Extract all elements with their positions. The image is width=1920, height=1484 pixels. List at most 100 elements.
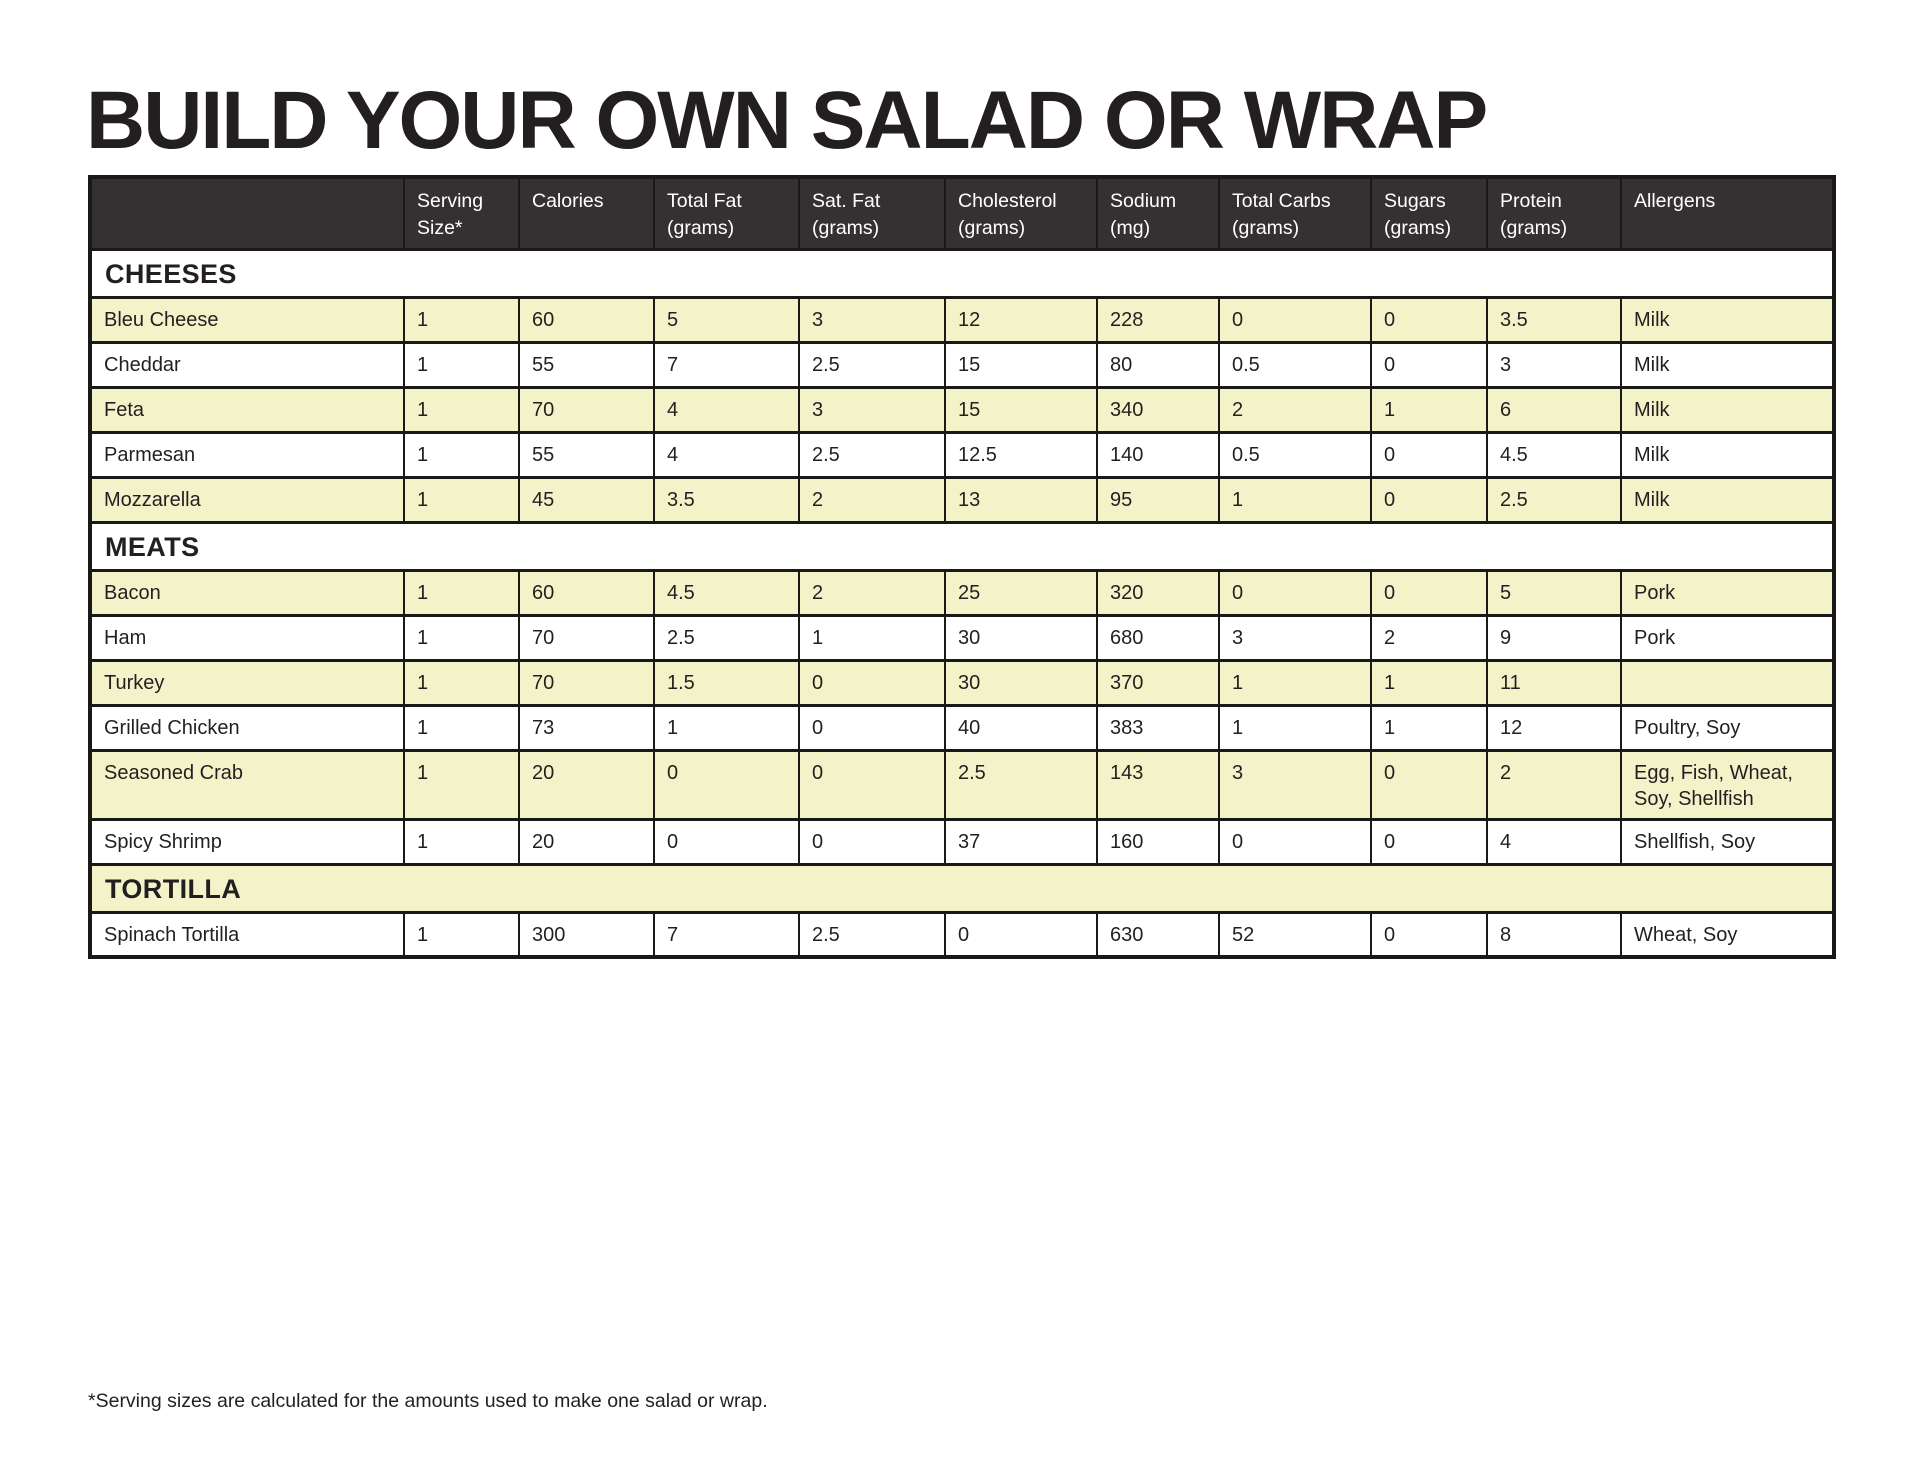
- cell-cholesterol: 0: [944, 910, 1098, 959]
- cell-sodium: 95: [1096, 475, 1220, 524]
- cell-serving: 1: [403, 658, 520, 707]
- cell-cholesterol: 13: [944, 475, 1098, 524]
- item-name-cell: Spicy Shrimp: [89, 817, 405, 866]
- section-row: TORTILLA: [89, 862, 1835, 914]
- cell-protein: 3.5: [1486, 295, 1622, 344]
- cell-sat-fat: 2.5: [798, 910, 946, 959]
- cell-serving: 1: [403, 910, 520, 959]
- cell-total-fat: 1.5: [653, 658, 800, 707]
- cell-serving: 1: [403, 430, 520, 479]
- cell-sugars: 0: [1370, 340, 1488, 389]
- item-name-cell: Mozzarella: [89, 475, 405, 524]
- cell-sodium: 140: [1096, 430, 1220, 479]
- cell-protein: 4.5: [1486, 430, 1622, 479]
- cell-total-fat: 7: [653, 340, 800, 389]
- cell-cholesterol: 12.5: [944, 430, 1098, 479]
- cell-sugars: 0: [1370, 817, 1488, 866]
- column-header-item: [89, 175, 405, 251]
- cell-sat-fat: 0: [798, 658, 946, 707]
- table-row: Spinach Tortilla 1 300 7 2.5 0 630 52 0 8 Wheat, S…: [89, 910, 1835, 959]
- item-name-cell: Bacon: [89, 568, 405, 617]
- cell-sat-fat: 0: [798, 817, 946, 866]
- section-row: MEATS: [89, 520, 1835, 572]
- cell-allergens: Pork: [1620, 613, 1835, 662]
- cell-sugars: 1: [1370, 385, 1488, 434]
- cell-sat-fat: 2.5: [798, 340, 946, 389]
- cell-cholesterol: 15: [944, 385, 1098, 434]
- cell-calories: 60: [518, 568, 655, 617]
- cell-sodium: 143: [1096, 748, 1220, 821]
- cell-allergens: Shellfish, Soy: [1620, 817, 1835, 866]
- cell-calories: 70: [518, 613, 655, 662]
- table-row: Cheddar 1 55 7 2.5 15 80 0.5 0 3 Milk: [89, 340, 1835, 389]
- cell-sodium: 228: [1096, 295, 1220, 344]
- cell-cholesterol: 40: [944, 703, 1098, 752]
- cell-total-carbs: 3: [1218, 748, 1372, 821]
- item-name-cell: Feta: [89, 385, 405, 434]
- item-name-cell: Bleu Cheese: [89, 295, 405, 344]
- table-row: Grilled Chicken 1 73 1 0 40 383 1 1 12 Poultry, So…: [89, 703, 1835, 752]
- cell-sodium: 340: [1096, 385, 1220, 434]
- cell-total-carbs: 0.5: [1218, 430, 1372, 479]
- item-name-cell: Cheddar: [89, 340, 405, 389]
- table-row: Bleu Cheese 1 60 5 3 12 228 0 0 3.5 Milk: [89, 295, 1835, 344]
- cell-sugars: 0: [1370, 568, 1488, 617]
- cell-serving: 1: [403, 340, 520, 389]
- cell-calories: 45: [518, 475, 655, 524]
- cell-serving: 1: [403, 295, 520, 344]
- column-header-protein: Protein (grams): [1486, 175, 1622, 251]
- cell-protein: 2.5: [1486, 475, 1622, 524]
- cell-cholesterol: 2.5: [944, 748, 1098, 821]
- item-name-cell: Spinach Tortilla: [89, 910, 405, 959]
- cell-calories: 70: [518, 385, 655, 434]
- cell-calories: 55: [518, 430, 655, 479]
- cell-allergens: Milk: [1620, 340, 1835, 389]
- cell-sat-fat: 0: [798, 703, 946, 752]
- item-name-cell: Turkey: [89, 658, 405, 707]
- cell-protein: 5: [1486, 568, 1622, 617]
- item-name-cell: Ham: [89, 613, 405, 662]
- cell-total-fat: 5: [653, 295, 800, 344]
- cell-cholesterol: 25: [944, 568, 1098, 617]
- table-row: Parmesan 1 55 4 2.5 12.5 140 0.5 0 4.5 Milk: [89, 430, 1835, 479]
- table-row: Turkey 1 70 1.5 0 30 370 1 1 11: [89, 658, 1835, 707]
- cell-allergens: Milk: [1620, 385, 1835, 434]
- cell-sugars: 0: [1370, 295, 1488, 344]
- cell-total-carbs: 1: [1218, 658, 1372, 707]
- table-row: Bacon 1 60 4.5 2 25 320 0 0 5 Pork: [89, 568, 1835, 617]
- nutrition-table: Serving Size* Calories Total Fat (grams) Sa…: [88, 175, 1836, 960]
- cell-serving: 1: [403, 703, 520, 752]
- cell-sat-fat: 0: [798, 748, 946, 821]
- cell-protein: 8: [1486, 910, 1622, 959]
- column-header-total-carbs: Total Carbs (grams): [1218, 175, 1372, 251]
- cell-protein: 4: [1486, 817, 1622, 866]
- cell-total-carbs: 52: [1218, 910, 1372, 959]
- cell-sat-fat: 2: [798, 475, 946, 524]
- cell-sodium: 383: [1096, 703, 1220, 752]
- cell-total-fat: 4: [653, 385, 800, 434]
- cell-total-carbs: 2: [1218, 385, 1372, 434]
- cell-sugars: 0: [1370, 430, 1488, 479]
- cell-sat-fat: 2.5: [798, 430, 946, 479]
- cell-total-fat: 3.5: [653, 475, 800, 524]
- cell-serving: 1: [403, 568, 520, 617]
- cell-protein: 6: [1486, 385, 1622, 434]
- section-row: CHEESES: [89, 247, 1835, 299]
- cell-cholesterol: 15: [944, 340, 1098, 389]
- table-header: Serving Size* Calories Total Fat (grams) Sa…: [89, 175, 1835, 251]
- serving-size-footnote: *Serving sizes are calculated for the am…: [88, 1390, 768, 1412]
- cell-total-fat: 4.5: [653, 568, 800, 617]
- cell-sodium: 320: [1096, 568, 1220, 617]
- cell-total-carbs: 0.5: [1218, 340, 1372, 389]
- cell-sodium: 370: [1096, 658, 1220, 707]
- cell-total-carbs: 0: [1218, 568, 1372, 617]
- cell-serving: 1: [403, 748, 520, 821]
- cell-serving: 1: [403, 385, 520, 434]
- cell-protein: 12: [1486, 703, 1622, 752]
- cell-total-carbs: 0: [1218, 295, 1372, 344]
- cell-protein: 9: [1486, 613, 1622, 662]
- column-header-total-fat: Total Fat (grams): [653, 175, 800, 251]
- item-name-cell: Parmesan: [89, 430, 405, 479]
- column-header-sodium: Sodium (mg): [1096, 175, 1220, 251]
